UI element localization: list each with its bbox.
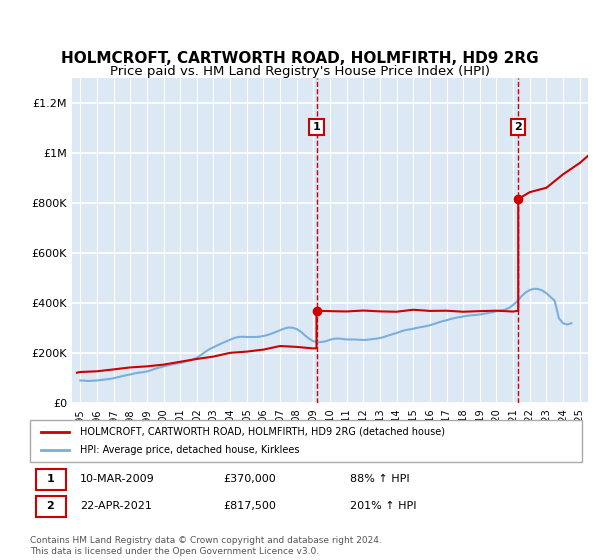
Text: 1: 1	[47, 474, 54, 484]
Text: HPI: Average price, detached house, Kirklees: HPI: Average price, detached house, Kirk…	[80, 445, 299, 455]
Text: 1: 1	[313, 122, 320, 132]
Text: HOLMCROFT, CARTWORTH ROAD, HOLMFIRTH, HD9 2RG (detached house): HOLMCROFT, CARTWORTH ROAD, HOLMFIRTH, HD…	[80, 427, 445, 437]
Text: 22-APR-2021: 22-APR-2021	[80, 501, 152, 511]
Text: 10-MAR-2009: 10-MAR-2009	[80, 474, 154, 484]
FancyBboxPatch shape	[35, 496, 66, 517]
Text: 88% ↑ HPI: 88% ↑ HPI	[350, 474, 410, 484]
Text: £370,000: £370,000	[223, 474, 276, 484]
Text: 2: 2	[514, 122, 522, 132]
Text: 2: 2	[47, 501, 54, 511]
FancyBboxPatch shape	[30, 420, 582, 462]
Text: HOLMCROFT, CARTWORTH ROAD, HOLMFIRTH, HD9 2RG: HOLMCROFT, CARTWORTH ROAD, HOLMFIRTH, HD…	[61, 52, 539, 66]
Text: 201% ↑ HPI: 201% ↑ HPI	[350, 501, 416, 511]
Text: Price paid vs. HM Land Registry's House Price Index (HPI): Price paid vs. HM Land Registry's House …	[110, 64, 490, 78]
FancyBboxPatch shape	[35, 469, 66, 490]
Text: Contains HM Land Registry data © Crown copyright and database right 2024.
This d: Contains HM Land Registry data © Crown c…	[30, 536, 382, 556]
Text: £817,500: £817,500	[223, 501, 276, 511]
